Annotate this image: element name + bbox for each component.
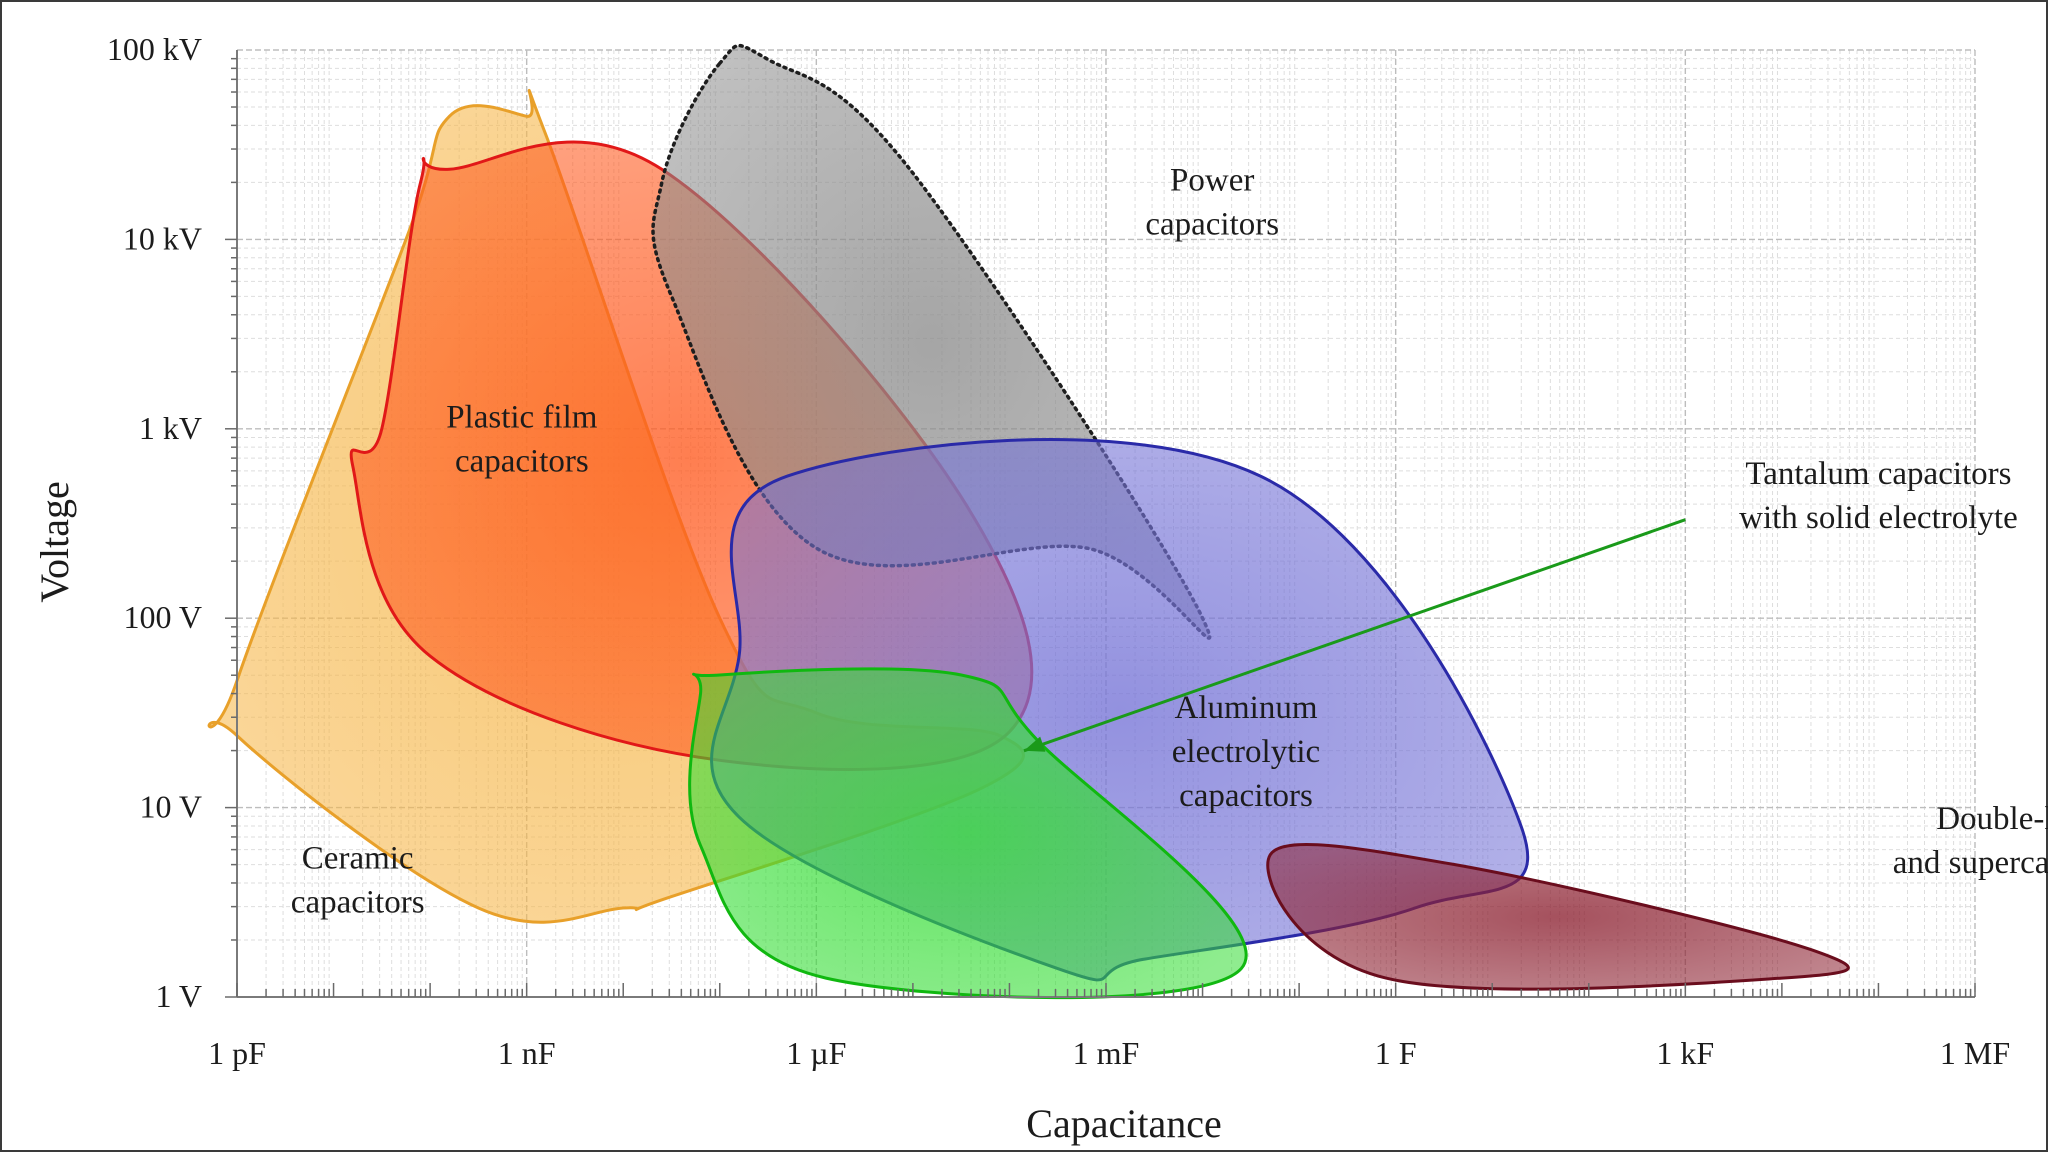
region-label-aluminum: electrolytic (1172, 734, 1320, 770)
y-tick-label: 100 V (123, 599, 202, 635)
x-tick-label: 1 F (1375, 1035, 1417, 1071)
y-tick-label: 100 kV (107, 31, 202, 67)
x-axis-title: Capacitance (1026, 1101, 1221, 1146)
arrowhead-icon (1023, 736, 1046, 752)
label-layer: Ceramic capacitors Plastic film capacitors P… (291, 163, 2048, 921)
region-label-ceramic: capacitors (291, 885, 425, 921)
x-tick-label: 1 pF (208, 1035, 266, 1071)
x-tick-label: 1 kF (1656, 1035, 1714, 1071)
region-layer (207, 43, 1850, 1000)
region-label-ceramic: Ceramic (302, 841, 414, 877)
region-label-power: capacitors (1145, 207, 1279, 243)
tantalum-pointer-arrow (1023, 518, 1686, 753)
region-label-film: Plastic film (446, 399, 598, 435)
region-label-tantalum: Tantalum capacitors (1745, 456, 2011, 492)
y-tick-label: 1 V (155, 978, 202, 1014)
y-tick-label: 10 V (139, 789, 202, 825)
region-label-tantalum: with solid electrolyte (1739, 500, 2018, 536)
x-tick-label: 1 nF (498, 1035, 556, 1071)
region-supercap (1266, 843, 1850, 991)
y-tick-label: 1 kV (139, 410, 202, 446)
x-tick-label: 1 µF (786, 1035, 846, 1071)
x-tick-label: 1 MF (1940, 1035, 2010, 1071)
region-label-film: capacitors (455, 443, 589, 479)
region-label-supercap: Double-layer (1936, 801, 2048, 837)
region-label-supercap: and supercapacitors (1893, 845, 2048, 881)
region-label-aluminum: capacitors (1179, 778, 1313, 814)
x-tick-label: 1 mF (1073, 1035, 1140, 1071)
y-tick-label: 10 kV (123, 220, 202, 256)
axis-layer: 1 pF 1 nF 1 µF 1 mF 1 F 1 kF 1 MF 1 V 10 V 100 V 1… (32, 31, 2010, 1146)
region-label-power: Power (1170, 163, 1254, 199)
y-axis-title: Voltage (32, 481, 77, 602)
region-tantalum (688, 667, 1248, 1000)
region-label-aluminum: Aluminum (1174, 690, 1317, 726)
